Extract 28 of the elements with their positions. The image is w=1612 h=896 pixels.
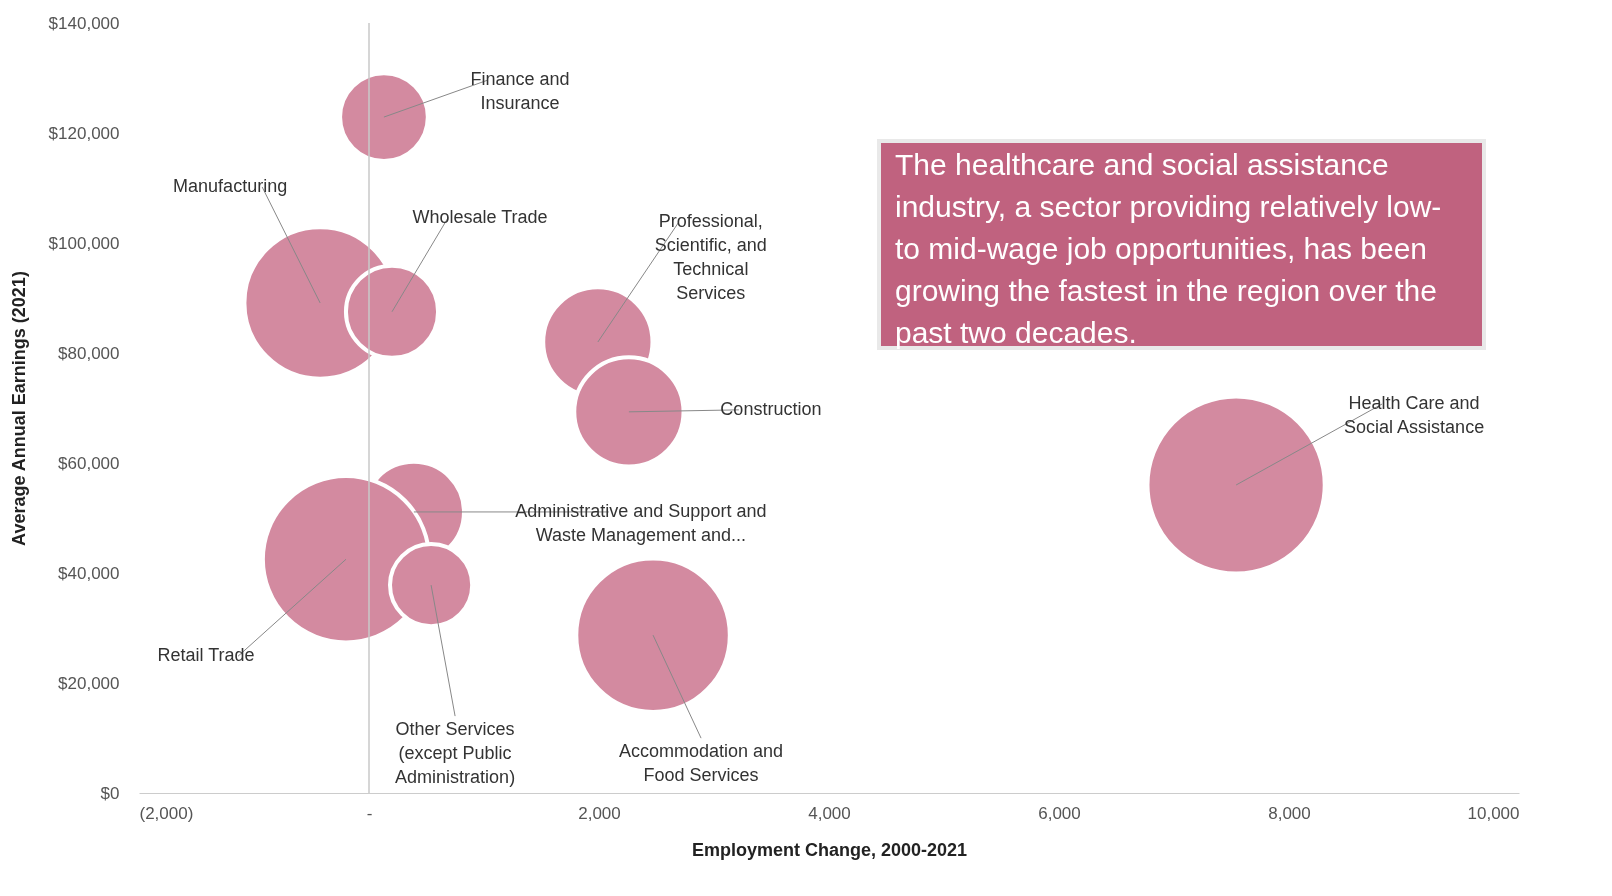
y-tick-label: $60,000 xyxy=(58,453,120,473)
annotation: Professional, Scientific, and Technical Services xyxy=(654,211,767,303)
y-tick-label: $140,000 xyxy=(48,13,120,33)
y-tick-label: $80,000 xyxy=(58,343,120,363)
x-axis-title: Employment Change, 2000-2021 xyxy=(691,839,968,860)
annotation: Wholesale Trade xyxy=(412,206,548,227)
annotation: Manufacturing xyxy=(173,175,288,196)
y-axis-title: Average Annual Earnings (2021) xyxy=(8,271,29,546)
annotation: Construction xyxy=(720,398,822,419)
x-tick-label: 4,000 xyxy=(808,803,851,823)
annotation: The healthcare and social assistance industry, a sector providing relatively low- to mid-wage job opportunities, has been growing the fastest in the region over the past two decades. xyxy=(895,148,1442,349)
x-tick-label: 6,000 xyxy=(1038,803,1081,823)
annotation: Other Services (except Public Administration) xyxy=(395,719,516,788)
x-tick-label: (2,000) xyxy=(139,803,194,823)
y-tick-label: $120,000 xyxy=(48,123,120,143)
y-tick-label: $40,000 xyxy=(58,563,120,583)
x-tick-label: 10,000 xyxy=(1467,803,1520,823)
annotation: Retail Trade xyxy=(157,645,255,666)
x-tick-label: 2,000 xyxy=(578,803,621,823)
y-tick-label: $100,000 xyxy=(48,233,120,253)
annotation: Health Care and Social Assistance xyxy=(1344,393,1485,437)
annotation: Finance and Insurance xyxy=(470,69,570,114)
x-tick-label: 8,000 xyxy=(1268,803,1311,823)
annotation: Administrative and Support and Waste Management and... xyxy=(515,500,767,545)
annotation: Accommodation and Food Services xyxy=(619,741,784,786)
x-tick-label: - xyxy=(366,803,373,823)
y-tick-label: $20,000 xyxy=(58,673,120,693)
y-tick-label: $0 xyxy=(100,783,120,803)
